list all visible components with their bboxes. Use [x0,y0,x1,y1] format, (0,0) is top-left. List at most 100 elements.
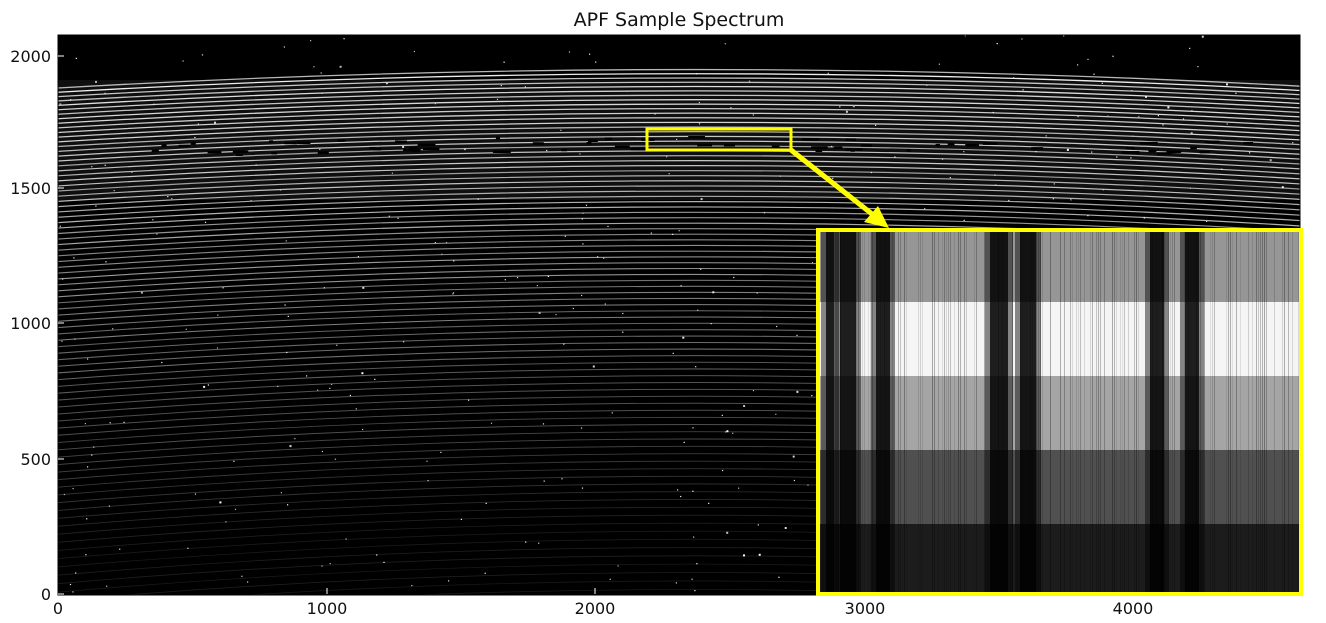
speckle [1066,148,1069,151]
inset-stripe [1012,230,1013,594]
inset-line-wing [834,230,839,594]
speckle [269,173,271,176]
speckle [152,219,154,221]
speckle [85,554,87,556]
absorption-feature [284,141,297,145]
speckle [1167,106,1170,109]
speckle [204,221,207,223]
speckle [216,347,219,349]
speckle [680,495,682,498]
speckle [108,505,110,507]
inset-stripe [976,230,977,594]
speckle [964,35,966,37]
inset-stripe [1292,230,1293,594]
inset-line-wing [835,230,840,594]
speckle [775,413,777,415]
speckle [104,164,106,166]
inset-stripe [906,230,907,594]
speckle [161,361,163,364]
speckle [538,311,541,314]
absorption-feature [802,138,820,141]
speckle [692,490,694,492]
speckle [434,103,436,105]
speckle [331,383,333,385]
speckle [796,334,798,336]
speckle [95,205,97,207]
speckle [374,378,376,380]
speckle [626,90,628,92]
inset-stripe [1096,230,1097,594]
order-trace [58,201,1300,224]
inset-stripe [1038,230,1039,594]
speckle [140,291,143,294]
inset-stripe [1090,230,1091,594]
inset-stripe [1036,230,1037,594]
inset-stripe [1136,230,1137,594]
speckle [225,521,227,523]
speckle [666,156,668,158]
speckle [286,351,288,354]
speckle [490,422,493,424]
speckle [1235,92,1237,94]
speckle [250,200,252,202]
inset-stripe [1266,230,1267,594]
absorption-feature [947,142,955,146]
speckle [113,190,115,192]
order-trace [58,99,1300,120]
speckle [524,86,526,88]
speckle [1101,82,1103,84]
inset-stripe [958,230,959,594]
speckle [1035,151,1037,153]
order-trace [58,103,1300,124]
speckle [926,84,928,86]
speckle [763,212,766,214]
speckle [1206,220,1208,222]
speckle [560,129,562,131]
speckle [247,581,249,583]
speckle [698,123,701,125]
inset-stripe [1252,230,1253,594]
speckle [695,366,697,368]
speckle [696,563,698,565]
inset-stripe [960,230,961,594]
inset-stripe [1258,230,1259,594]
x-tick-label: 0 [53,599,63,618]
inset-band [818,302,1301,376]
order-trace [58,117,1300,138]
absorption-feature [1121,151,1140,154]
inset-stripe [1050,230,1051,594]
order-trace [58,121,1300,143]
speckle [503,61,505,63]
speckle [1138,116,1140,118]
speckle [604,303,606,305]
speckle [403,341,405,343]
speckle [194,136,196,139]
speckle [1016,126,1018,128]
absorption-feature [906,149,912,152]
speckle [343,38,345,40]
speckle [131,171,133,173]
absorption-feature [235,153,243,156]
inset-stripe [1116,230,1117,594]
speckle [477,198,479,200]
speckle [201,54,204,56]
speckle [294,438,296,440]
inset-band [818,376,1301,450]
speckle [1157,115,1159,117]
speckle [349,394,351,397]
absorption-feature [1125,146,1135,150]
absorption-feature [845,148,863,152]
speckle [62,278,64,280]
inset-line-wing [1164,230,1169,594]
speckle [778,576,780,578]
zoom-inset [816,228,1303,596]
speckle [255,164,257,166]
speckle [376,554,378,556]
absorption-feature [1031,147,1044,150]
speckle [1189,47,1191,49]
speckle [572,307,574,310]
inset-stripe [942,230,943,594]
absorption-feature [271,151,278,155]
speckle [543,480,545,482]
speckle [427,480,429,482]
